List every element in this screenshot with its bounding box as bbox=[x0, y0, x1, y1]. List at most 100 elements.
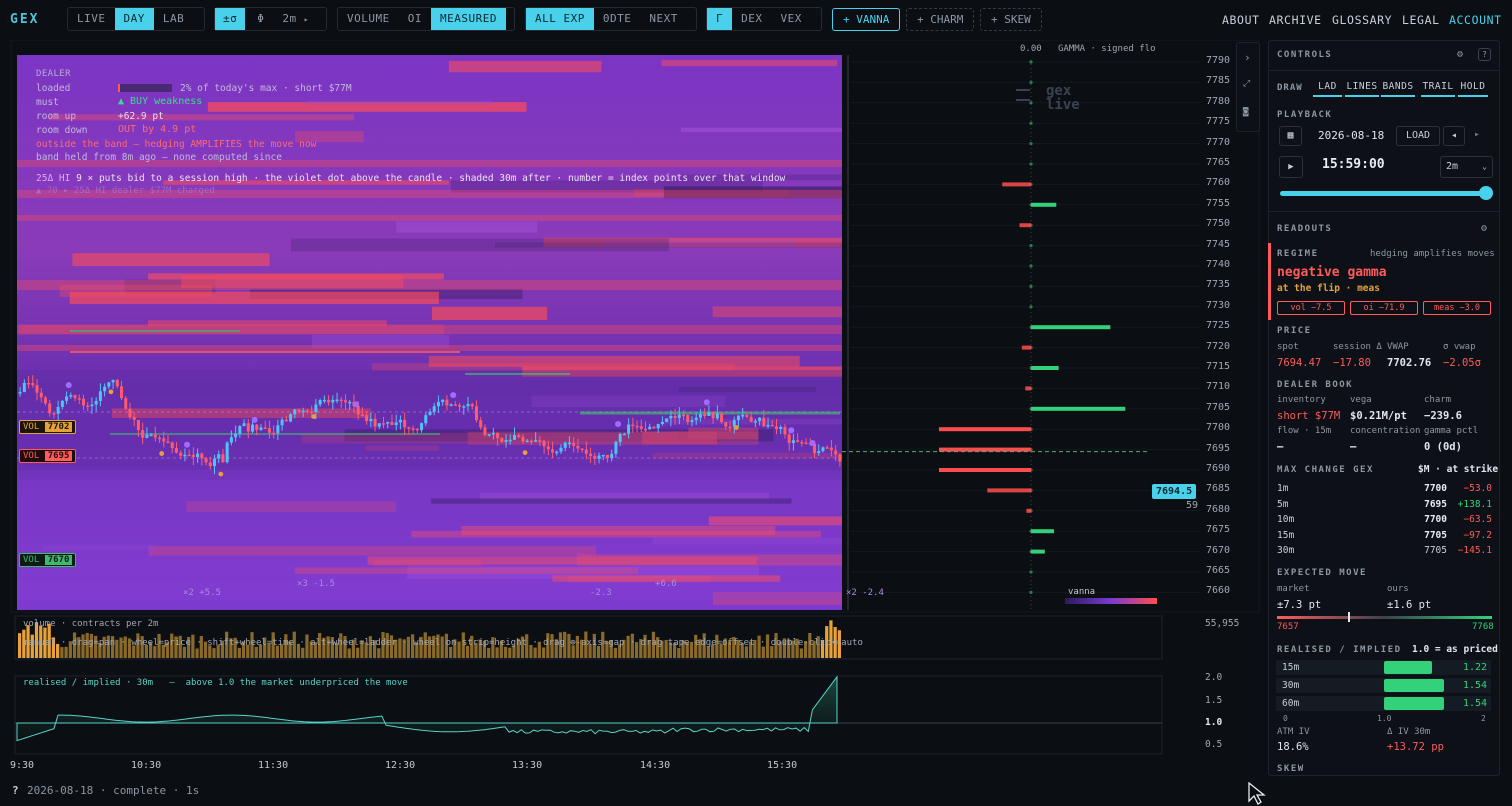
camera-icon[interactable]: ◙ bbox=[1243, 107, 1249, 117]
play-button[interactable]: ▶ bbox=[1279, 156, 1303, 178]
metric-oi-button[interactable]: OI bbox=[407, 12, 422, 25]
nav-about-link[interactable]: ABOUT bbox=[1222, 13, 1260, 27]
volume-bar bbox=[330, 636, 334, 658]
prev-day-button[interactable]: ◂ bbox=[1443, 126, 1465, 146]
level-tag[interactable]: VOL 7702 bbox=[19, 420, 77, 434]
heatmap-band bbox=[652, 452, 842, 459]
collapse-panel-icon[interactable]: › bbox=[1244, 51, 1251, 64]
draw-lad-button[interactable]: LAD bbox=[1313, 79, 1342, 97]
volume-bar bbox=[77, 637, 81, 658]
candle-body bbox=[474, 406, 478, 421]
nav-legal-link[interactable]: LEGAL bbox=[1402, 13, 1440, 27]
candle-body bbox=[800, 442, 804, 444]
level-tag[interactable]: VOL 7695 bbox=[19, 449, 77, 463]
volume-bar bbox=[816, 636, 820, 658]
interval-select[interactable]: 2m ▸ bbox=[276, 8, 315, 30]
candle-body bbox=[145, 434, 149, 438]
playback-date[interactable]: 2026-08-18 bbox=[1318, 129, 1385, 142]
mode-live-button[interactable]: LIVE bbox=[77, 12, 106, 25]
greek-dex-button[interactable]: DEX bbox=[741, 12, 763, 25]
gamma-bar-negative bbox=[1025, 386, 1031, 391]
strike: 7695 bbox=[1424, 498, 1447, 510]
candle-body bbox=[200, 453, 204, 459]
candle-body bbox=[242, 423, 246, 427]
gamma-bar-negative bbox=[1026, 508, 1031, 513]
step-select[interactable]: 2m ⌄ bbox=[1440, 156, 1493, 178]
price-tick: 7750 bbox=[1206, 218, 1231, 230]
app-logo: GEX bbox=[10, 12, 40, 27]
volume-bar bbox=[313, 642, 318, 658]
volume-bar bbox=[60, 647, 64, 658]
next-day-button[interactable]: ▸ bbox=[1474, 129, 1481, 140]
draw-lines-button[interactable]: LINES bbox=[1345, 79, 1379, 97]
volume-bar bbox=[56, 643, 60, 658]
volume-bar bbox=[791, 640, 795, 658]
candle-body bbox=[660, 421, 664, 425]
nav-glossary-link[interactable]: GLOSSARY bbox=[1332, 13, 1393, 27]
expiry-0dte-button[interactable]: 0DTE bbox=[602, 12, 632, 25]
volume-bar bbox=[115, 639, 119, 658]
ratio-separator: — bbox=[169, 678, 175, 688]
expiry-next-button[interactable]: NEXT bbox=[649, 12, 678, 25]
chart-canvas[interactable] bbox=[0, 39, 1262, 776]
skew-overlay-button[interactable]: + SKEW bbox=[980, 8, 1042, 31]
heatmap-band bbox=[301, 432, 679, 444]
mode-lab-button[interactable]: LAB bbox=[162, 12, 185, 25]
candle-body bbox=[546, 446, 550, 450]
nav-account-link[interactable]: ACCOUNT bbox=[1449, 13, 1502, 27]
draw-hold-button[interactable]: HOLD bbox=[1458, 79, 1488, 97]
delta-iv-value: +13.72 pp bbox=[1387, 741, 1444, 753]
volume-bar bbox=[377, 648, 381, 658]
ladder-tick bbox=[1029, 244, 1033, 248]
candle-body bbox=[43, 397, 47, 404]
help-icon[interactable]: ? bbox=[1478, 48, 1491, 61]
dealer-concentration-value: — bbox=[1350, 441, 1357, 453]
dealer-loaded-label: loaded bbox=[36, 83, 71, 94]
candle-body bbox=[627, 424, 631, 434]
candle-body bbox=[521, 436, 525, 442]
dealer-header: DEALER bbox=[36, 69, 71, 79]
heatmap-band bbox=[17, 215, 842, 221]
heatmap-band bbox=[48, 114, 355, 121]
metric-measured-button[interactable]: MEASURED bbox=[431, 8, 506, 30]
phi-toggle[interactable]: Φ bbox=[257, 12, 265, 25]
candle-body bbox=[98, 391, 102, 401]
dealer-roomup-value: +62.9 pt bbox=[118, 111, 164, 122]
heatmap-band bbox=[451, 180, 763, 193]
sigma-toggle[interactable]: ±σ bbox=[215, 8, 246, 30]
volume-bar bbox=[30, 634, 34, 658]
settings-gear-icon[interactable]: ⚙ bbox=[1457, 49, 1464, 60]
greek-gamma-button[interactable]: Γ bbox=[707, 8, 733, 30]
step-value: 2m bbox=[1446, 161, 1459, 172]
volume-bar bbox=[618, 644, 622, 658]
vanna-overlay-button[interactable]: + VANNA bbox=[832, 8, 901, 31]
calendar-icon[interactable]: ▦ bbox=[1279, 126, 1302, 146]
draw-bands-button[interactable]: BANDS bbox=[1381, 79, 1415, 97]
candle-body bbox=[128, 408, 132, 417]
nav-archive-link[interactable]: ARCHIVE bbox=[1269, 13, 1322, 27]
chart-area[interactable]: DEALER loaded 2% of today's max · short … bbox=[0, 39, 1262, 776]
candle-body bbox=[411, 428, 415, 431]
price-tick: 7785 bbox=[1206, 75, 1231, 87]
playback-slider-handle[interactable] bbox=[1479, 186, 1493, 200]
charm-overlay-button[interactable]: + CHARM bbox=[906, 8, 975, 31]
readouts-gear-icon[interactable]: ⚙ bbox=[1481, 223, 1488, 234]
vol-dot bbox=[733, 425, 739, 430]
candle-body bbox=[741, 415, 745, 417]
metric-volume-button[interactable]: VOLUME bbox=[347, 12, 390, 25]
volume-bar bbox=[672, 643, 677, 658]
expmove-market-value: ±7.3 pt bbox=[1277, 599, 1322, 611]
expiry-all-button[interactable]: ALL EXP bbox=[526, 8, 594, 30]
load-button[interactable]: LOAD bbox=[1396, 126, 1440, 146]
gamma-bar-positive bbox=[1031, 202, 1057, 207]
fullscreen-icon[interactable]: ⤢ bbox=[1243, 79, 1251, 89]
greek-vex-button[interactable]: VEX bbox=[780, 12, 802, 25]
candle-body bbox=[762, 417, 766, 427]
help-icon[interactable]: ? bbox=[12, 784, 19, 797]
candle-body bbox=[711, 412, 715, 419]
draw-trail-button[interactable]: TRAIL bbox=[1421, 79, 1455, 97]
level-tag[interactable]: VOL 7670 bbox=[19, 553, 77, 567]
volume-bar bbox=[795, 638, 799, 658]
mode-day-button[interactable]: DAY bbox=[114, 8, 154, 30]
volume-bar bbox=[533, 647, 537, 658]
